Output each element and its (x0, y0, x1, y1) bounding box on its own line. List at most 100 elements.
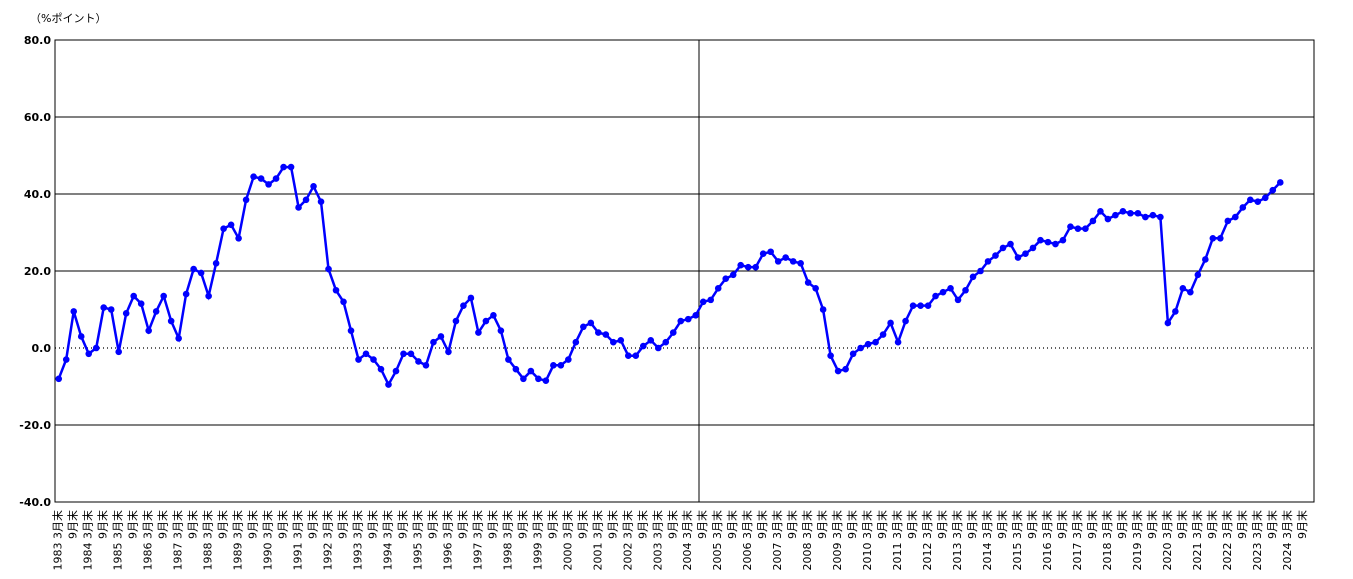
data-point (1224, 217, 1232, 225)
data-point (842, 365, 849, 373)
data-point (55, 375, 63, 383)
data-point (1097, 208, 1104, 215)
data-point (1059, 236, 1067, 244)
data-point (692, 311, 700, 319)
data-point (1119, 208, 1127, 215)
y-tick-label: 60.0 (24, 111, 51, 124)
x-tick-label: 1995 3月末 (410, 510, 424, 571)
x-tick-label: 9月末 (995, 510, 1009, 539)
data-point (1044, 238, 1052, 246)
data-point (879, 331, 887, 338)
x-tick-label: 2022 3月末 (1220, 510, 1234, 571)
data-point (392, 367, 400, 375)
x-tick-label: 1992 3月末 (321, 510, 335, 571)
x-tick-label: 9月末 (455, 510, 469, 539)
data-point (804, 279, 812, 286)
x-tick-label: 9月末 (216, 510, 230, 539)
data-point (624, 352, 632, 360)
data-point (647, 337, 655, 344)
data-point (999, 244, 1007, 252)
data-point (242, 196, 250, 204)
data-point (355, 356, 362, 363)
x-tick-label: 2009 3月末 (830, 510, 844, 571)
data-point (617, 337, 625, 344)
data-point (197, 269, 205, 277)
data-point (752, 263, 759, 271)
x-tick-label: 9月末 (845, 510, 859, 539)
x-tick-label: 9月末 (1295, 510, 1309, 539)
data-point (77, 333, 85, 340)
data-point (1134, 209, 1142, 217)
data-point (580, 323, 587, 331)
x-tick-label: 9月末 (276, 510, 290, 539)
x-tick-label: 9月末 (875, 510, 889, 539)
data-point (302, 196, 310, 204)
x-tick-label: 2006 3月末 (740, 510, 754, 571)
x-tick-label: 9月末 (425, 510, 439, 539)
data-point (1127, 209, 1134, 217)
data-point (1164, 319, 1172, 327)
data-point (969, 273, 977, 281)
x-tick-label: 9月末 (965, 510, 979, 539)
data-point (415, 358, 422, 365)
data-point (1082, 225, 1089, 232)
data-point (632, 352, 640, 360)
data-point (984, 258, 992, 265)
data-point (272, 175, 280, 182)
x-tick-label: 9月末 (485, 510, 499, 539)
data-point (317, 198, 325, 205)
x-tick-label: 9月末 (365, 510, 379, 539)
data-point (92, 344, 100, 352)
data-point (1157, 213, 1164, 221)
data-point (602, 331, 610, 338)
data-point (1112, 211, 1119, 219)
data-point (1217, 234, 1224, 242)
data-point (714, 285, 722, 292)
data-point (1104, 215, 1112, 223)
data-point (924, 302, 932, 309)
x-tick-label: 9月末 (246, 510, 260, 539)
data-point (572, 338, 580, 346)
x-tick-label: 2002 3月末 (620, 510, 634, 571)
data-point (1202, 256, 1209, 263)
data-point (939, 288, 947, 296)
data-point (340, 298, 347, 306)
data-point (797, 260, 804, 267)
y-tick-label: -40.0 (19, 496, 51, 509)
data-point (1172, 308, 1179, 315)
data-point (460, 302, 467, 309)
data-point (1209, 234, 1217, 242)
data-point (677, 317, 685, 325)
x-tick-label: 2024 3月末 (1280, 510, 1294, 571)
data-point (864, 340, 872, 348)
data-point (220, 225, 227, 232)
x-tick-label: 1996 3月末 (440, 510, 454, 571)
x-tick-label: 2023 3月末 (1250, 510, 1264, 571)
x-tick-label: 1997 3月末 (470, 510, 484, 571)
x-tick-label: 9月末 (1265, 510, 1279, 539)
x-tick-label: 9月末 (1235, 510, 1249, 539)
data-point (699, 298, 707, 306)
data-point (707, 296, 715, 304)
data-point (137, 300, 145, 308)
x-tick-label: 2013 3月末 (950, 510, 964, 571)
data-point (684, 315, 692, 323)
x-tick-label: 1999 3月末 (530, 510, 544, 571)
data-point (280, 163, 287, 171)
x-tick-label: 9月末 (695, 510, 709, 539)
data-point (962, 286, 969, 294)
unit-label: （%ポイント） (30, 12, 106, 25)
y-tick-label: 80.0 (24, 34, 51, 47)
data-point (467, 294, 475, 302)
x-tick-label: 2021 3月末 (1190, 510, 1204, 571)
x-tick-label: 2017 3月末 (1070, 510, 1084, 571)
data-point (1029, 244, 1037, 252)
x-tick-label: 9月末 (336, 510, 350, 539)
data-point (497, 327, 505, 334)
data-point (347, 327, 355, 334)
x-tick-label: 2007 3月末 (770, 510, 784, 571)
data-point (452, 317, 460, 325)
x-tick-label: 2016 3月末 (1040, 510, 1054, 571)
x-tick-label: 9月末 (725, 510, 739, 539)
